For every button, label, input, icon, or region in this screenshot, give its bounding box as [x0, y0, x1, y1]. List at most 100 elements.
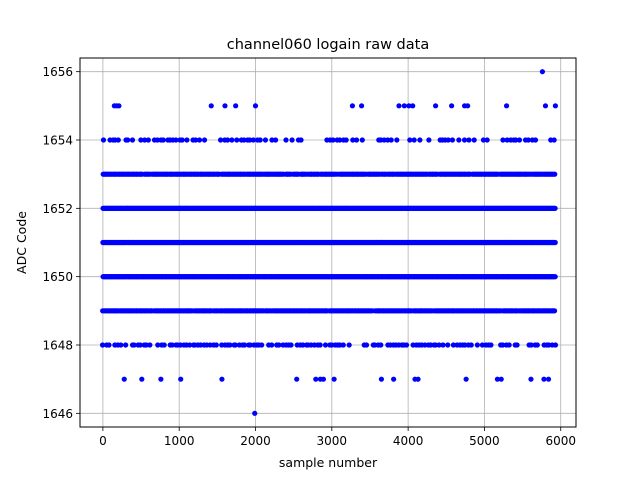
data-point	[137, 342, 143, 348]
data-point	[288, 342, 294, 348]
data-point	[273, 137, 279, 143]
data-point	[331, 376, 337, 382]
data-point	[129, 137, 136, 143]
data-point	[142, 137, 148, 143]
data-points	[99, 69, 559, 416]
data-point	[262, 137, 269, 143]
data-point	[391, 376, 397, 382]
data-point	[552, 342, 559, 348]
data-point	[545, 376, 552, 382]
data-point	[440, 342, 446, 348]
data-point	[217, 137, 224, 143]
data-point	[503, 103, 510, 109]
y-tick-label: 1656	[42, 65, 73, 79]
y-tick-label: 1646	[42, 407, 73, 421]
data-point	[363, 342, 370, 348]
data-point	[187, 342, 193, 348]
data-point	[145, 137, 151, 143]
data-point	[350, 137, 356, 143]
data-point	[552, 103, 559, 109]
data-point	[300, 342, 306, 348]
data-point	[353, 137, 360, 143]
data-point	[289, 137, 295, 143]
data-point	[466, 137, 472, 143]
data-point	[247, 342, 253, 348]
x-tick-label: 4000	[393, 434, 424, 448]
data-point	[193, 137, 199, 143]
data-point	[484, 137, 490, 143]
x-tick-label: 1000	[164, 434, 195, 448]
x-tick-label: 2000	[240, 434, 271, 448]
data-point	[340, 342, 346, 348]
x-tick-label: 0	[99, 434, 107, 448]
data-point	[552, 274, 558, 280]
y-axis-label: ADC Code	[14, 211, 29, 274]
data-point	[532, 137, 539, 143]
data-point	[551, 308, 558, 314]
data-point	[407, 137, 413, 143]
data-point	[115, 137, 121, 143]
data-point	[449, 137, 456, 143]
data-point	[417, 137, 423, 143]
data-point	[155, 342, 161, 348]
data-point	[401, 103, 407, 109]
data-point	[542, 103, 549, 109]
data-point	[118, 342, 124, 348]
data-point	[474, 342, 480, 348]
data-point	[225, 137, 231, 143]
data-point	[513, 137, 519, 143]
data-point	[131, 342, 137, 348]
data-point	[313, 376, 319, 382]
data-point	[528, 342, 534, 348]
data-point	[432, 103, 439, 109]
data-point	[534, 342, 540, 348]
data-point	[227, 342, 233, 348]
data-point	[269, 342, 275, 348]
data-point	[479, 342, 485, 348]
data-point	[539, 69, 546, 75]
data-point	[436, 342, 442, 348]
data-point	[552, 239, 558, 246]
data-point	[406, 103, 412, 109]
data-point	[525, 137, 531, 143]
data-point	[121, 376, 127, 382]
data-point	[396, 103, 402, 109]
data-point	[106, 342, 112, 348]
data-point	[138, 137, 144, 143]
data-point	[252, 103, 259, 109]
data-point	[450, 342, 456, 348]
data-point	[196, 137, 203, 143]
data-point	[252, 410, 258, 416]
data-point	[346, 342, 352, 348]
data-point	[551, 137, 557, 143]
data-point	[116, 103, 122, 109]
data-point	[283, 137, 289, 143]
data-point	[415, 376, 421, 382]
data-point	[158, 376, 164, 382]
data-point	[247, 137, 253, 143]
y-tick-label: 1652	[42, 202, 73, 216]
data-point	[160, 137, 166, 143]
data-point	[349, 103, 356, 109]
data-point	[147, 342, 153, 348]
axis-ticks: 0 1000 2000 3000 4000 5000 6000 1646 1648 1650 165…	[42, 65, 576, 448]
data-point	[169, 342, 175, 348]
data-point	[461, 137, 468, 143]
data-point	[403, 342, 410, 348]
data-point	[378, 342, 384, 348]
data-point	[213, 342, 219, 348]
data-point	[410, 103, 416, 109]
data-point	[541, 376, 547, 382]
data-point	[426, 137, 432, 143]
data-point	[229, 137, 235, 143]
data-point	[178, 376, 184, 382]
chart-title: channel060 logain raw data	[227, 37, 429, 53]
data-point	[219, 376, 225, 382]
data-point	[504, 137, 510, 143]
data-point	[449, 103, 455, 109]
y-tick-label: 1648	[42, 339, 73, 353]
data-point	[222, 103, 228, 109]
data-point	[99, 342, 106, 348]
data-point	[241, 137, 247, 143]
